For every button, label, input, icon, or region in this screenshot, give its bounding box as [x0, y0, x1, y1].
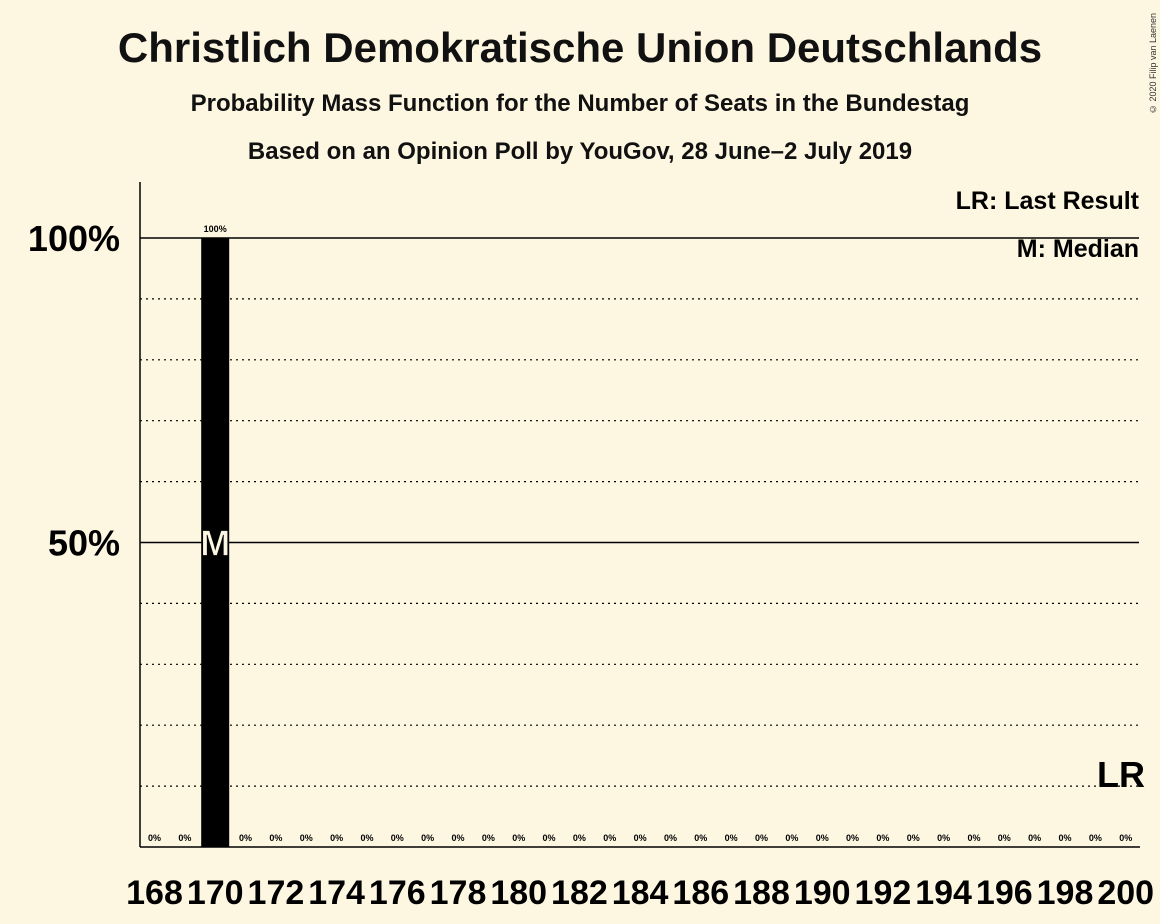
- bar-value-label: 0%: [725, 833, 738, 843]
- x-tick-label: 186: [672, 874, 729, 912]
- bar-value-label: 0%: [482, 833, 495, 843]
- bar-value-label: 0%: [300, 833, 313, 843]
- bar-value-label: 0%: [512, 833, 525, 843]
- x-tick-label: 178: [430, 874, 487, 912]
- bar-value-label: 0%: [269, 833, 282, 843]
- bar-value-label: 0%: [1089, 833, 1102, 843]
- bar-value-label: 0%: [634, 833, 647, 843]
- median-marker: M: [200, 523, 230, 564]
- y-tick-label: 50%: [48, 523, 120, 564]
- x-tick-label: 170: [187, 874, 244, 912]
- bar-value-label: 0%: [876, 833, 889, 843]
- x-tick-label: 168: [126, 874, 183, 912]
- bar-value-label: 0%: [816, 833, 829, 843]
- bar-value-label: 0%: [937, 833, 950, 843]
- bar-value-label: 0%: [239, 833, 252, 843]
- chart-title: Christlich Demokratische Union Deutschla…: [117, 24, 1043, 71]
- bar-value-label: 0%: [148, 833, 161, 843]
- grid-lines: [140, 237, 1139, 787]
- bar-value-label: 100%: [204, 224, 227, 234]
- x-tick-label: 188: [733, 874, 790, 912]
- x-tick-label: 198: [1037, 874, 1094, 912]
- bar-value-label: 0%: [421, 833, 434, 843]
- x-tick-label: 192: [855, 874, 912, 912]
- bar-value-label: 0%: [664, 833, 677, 843]
- bar-value-label: 0%: [785, 833, 798, 843]
- x-tick-label: 196: [976, 874, 1033, 912]
- x-tick-label: 184: [612, 874, 669, 912]
- x-tick-label: 190: [794, 874, 851, 912]
- axes: 50% 100% 168 170 172 174 176 178 180 182 184 186 188…: [28, 182, 1154, 912]
- bar-value-label: 0%: [360, 833, 373, 843]
- bar-value-label: 0%: [907, 833, 920, 843]
- bar-value-label: 0%: [967, 833, 980, 843]
- chart-source: Based on an Opinion Poll by YouGov, 28 J…: [247, 138, 913, 165]
- x-tick-label: 180: [490, 874, 547, 912]
- x-tick-label: 194: [915, 874, 972, 912]
- legend-median: M: Median: [1017, 235, 1139, 263]
- bar-value-label: 0%: [694, 833, 707, 843]
- value-labels: 0% 0% 100% 0% 0% 0% 0% 0% 0% 0% 0% 0% 0% 0% 0% 0% 0% 0% 0%…: [148, 224, 1145, 843]
- bar-value-label: 0%: [1058, 833, 1071, 843]
- legend-last-result: LR: Last Result: [956, 187, 1140, 215]
- bar-value-label: 0%: [846, 833, 859, 843]
- bar-value-label: 0%: [330, 833, 343, 843]
- bar: [201, 238, 230, 847]
- bar-value-label: 0%: [1028, 833, 1041, 843]
- last-result-marker: LR: [1097, 754, 1145, 795]
- bar-value-label: 0%: [755, 833, 768, 843]
- chart-subtitle: Probability Mass Function for the Number…: [190, 90, 970, 117]
- bar-value-label: 0%: [998, 833, 1011, 843]
- x-tick-label: 182: [551, 874, 608, 912]
- bar-value-label: 0%: [573, 833, 586, 843]
- x-tick-label: 174: [308, 874, 365, 912]
- bars: [201, 238, 230, 847]
- bar-value-label: 0%: [1119, 833, 1132, 843]
- bar-value-label: 0%: [391, 833, 404, 843]
- bar-value-label: 0%: [603, 833, 616, 843]
- x-tick-label: 176: [369, 874, 426, 912]
- bar-value-label: 0%: [543, 833, 556, 843]
- bar-value-label: 0%: [178, 833, 191, 843]
- x-tick-label: 172: [248, 874, 305, 912]
- bar-value-label: 0%: [451, 833, 464, 843]
- y-tick-label: 100%: [28, 218, 120, 259]
- x-tick-label: 200: [1097, 874, 1154, 912]
